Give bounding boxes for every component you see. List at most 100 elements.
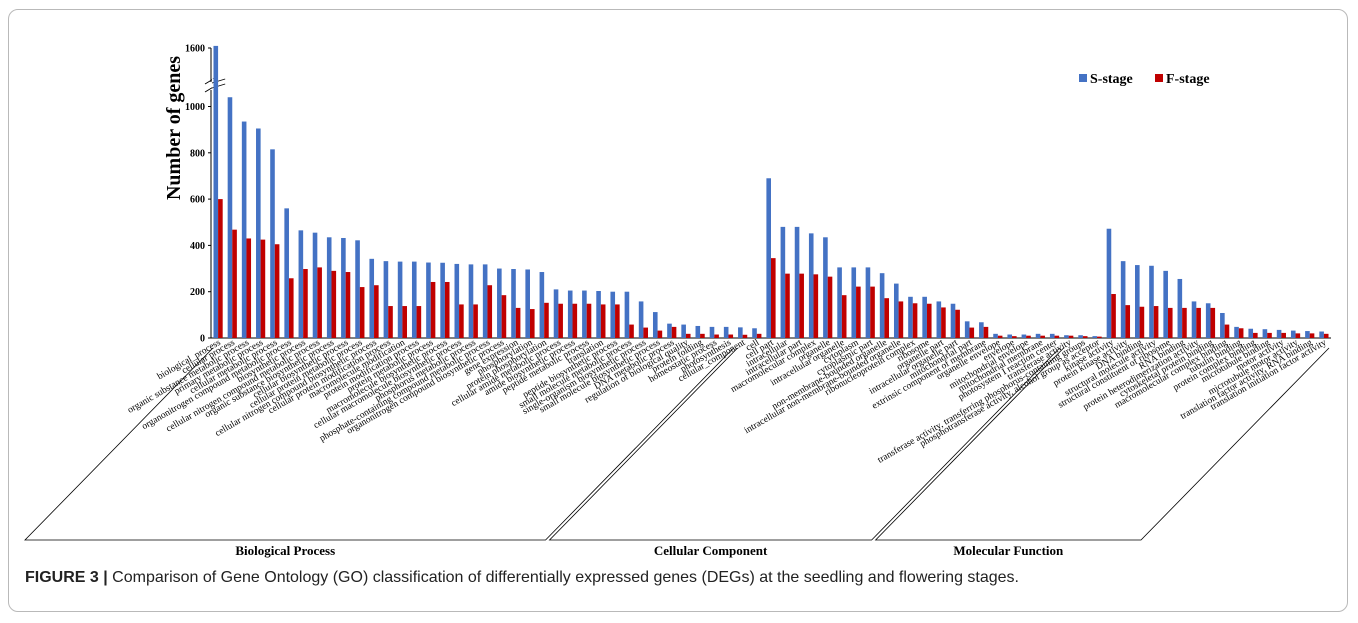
group-brackets: Biological Process Cellular Component Mole… bbox=[24, 347, 1330, 558]
bar-f-stage bbox=[870, 286, 875, 338]
bar-f-stage bbox=[969, 327, 975, 338]
bar-f-stage bbox=[388, 306, 393, 338]
bar-s-stage bbox=[879, 273, 885, 338]
bar-f-stage bbox=[941, 307, 946, 338]
bar-s-stage bbox=[865, 267, 871, 338]
bar-s-stage bbox=[752, 328, 757, 338]
group-bracket bbox=[874, 347, 1330, 541]
bar-f-stage bbox=[331, 270, 337, 338]
bar-f-stage bbox=[799, 273, 804, 338]
bar-f-stage bbox=[997, 335, 1003, 338]
bar-s-stage bbox=[638, 301, 644, 338]
y-tick-label: 800 bbox=[190, 148, 205, 159]
bar-s-stage bbox=[610, 291, 616, 338]
bar-s-stage bbox=[1205, 303, 1211, 338]
bar-f-stage bbox=[700, 333, 705, 338]
bar-s-stage bbox=[1319, 331, 1324, 338]
bar-s-stage bbox=[823, 237, 828, 338]
bar-s-stage bbox=[936, 301, 942, 338]
bar-f-stage bbox=[1111, 294, 1116, 338]
bar-f-stage bbox=[260, 239, 266, 338]
bar-s-stage bbox=[964, 321, 970, 338]
bar-f-stage bbox=[359, 287, 365, 338]
bar-s-stage bbox=[766, 178, 771, 338]
bar-s-stage bbox=[1007, 334, 1013, 338]
bar-f-stage bbox=[1054, 335, 1060, 338]
bar-s-stage bbox=[837, 267, 842, 338]
bar-s-stage bbox=[511, 269, 516, 338]
bar-s-stage bbox=[355, 240, 360, 338]
bar-f-stage bbox=[756, 333, 762, 338]
legend-label-s-stage: S-stage bbox=[1090, 72, 1133, 87]
bar-f-stage bbox=[955, 309, 960, 338]
bar-f-stage bbox=[1068, 335, 1074, 338]
figure-caption: FIGURE 3 | Comparison of Gene Ontology (… bbox=[25, 569, 1335, 587]
bar-f-stage bbox=[856, 286, 861, 338]
y-tick-label: 600 bbox=[190, 195, 205, 206]
bar-s-stage bbox=[1149, 265, 1154, 338]
bar-s-stage bbox=[497, 268, 502, 338]
bar-f-stage bbox=[884, 298, 890, 338]
bar-s-stage bbox=[525, 269, 530, 338]
bar-s-stage bbox=[213, 45, 219, 339]
bar-f-stage bbox=[1026, 335, 1031, 338]
bar-s-stage bbox=[241, 121, 247, 338]
bar-s-stage bbox=[1092, 336, 1098, 338]
legend: S-stage F-stage bbox=[1079, 72, 1210, 87]
bar-f-stage bbox=[600, 304, 606, 338]
bar-s-stage bbox=[1248, 328, 1254, 338]
bar-s-stage bbox=[1191, 301, 1197, 338]
bar-f-stage bbox=[558, 303, 563, 338]
bar-s-stage bbox=[539, 272, 545, 338]
bar-f-stage bbox=[1012, 336, 1017, 338]
bar-f-stage bbox=[529, 309, 535, 338]
group-label: Biological Process bbox=[235, 543, 335, 558]
bar-f-stage bbox=[728, 334, 734, 338]
bar-s-stage bbox=[893, 283, 899, 338]
bar-s-stage bbox=[298, 230, 304, 338]
bar-s-stage bbox=[1305, 331, 1310, 338]
bar-f-stage bbox=[1040, 335, 1045, 338]
y-tick-label: 1000 bbox=[185, 102, 205, 113]
bar-s-stage bbox=[284, 208, 289, 338]
bar-s-stage bbox=[1120, 261, 1126, 338]
bar-f-stage bbox=[1097, 336, 1102, 338]
bar-f-stage bbox=[1224, 324, 1230, 338]
bar-s-stage bbox=[1035, 333, 1041, 338]
bar-f-stage bbox=[643, 327, 649, 338]
bar-s-stage bbox=[227, 97, 233, 339]
bar-f-stage bbox=[444, 281, 450, 338]
bar-s-stage bbox=[1220, 312, 1225, 338]
bar-s-stage bbox=[426, 262, 431, 338]
bar-f-stage bbox=[515, 307, 521, 338]
bar-f-stage bbox=[459, 304, 464, 338]
bar-f-stage bbox=[671, 326, 677, 338]
bar-s-stage bbox=[1290, 330, 1296, 338]
bar-f-stage bbox=[615, 304, 620, 338]
bar-f-stage bbox=[345, 272, 351, 338]
bar-s-stage bbox=[681, 324, 686, 338]
bar-s-stage bbox=[1163, 270, 1168, 338]
bar-f-stage bbox=[1153, 306, 1159, 338]
bar-s-stage bbox=[468, 264, 474, 338]
bar-f-stage bbox=[1182, 307, 1187, 338]
bar-f-stage bbox=[288, 278, 294, 338]
bar-f-stage bbox=[1323, 333, 1329, 338]
bar-f-stage bbox=[572, 303, 578, 338]
bar-f-stage bbox=[1196, 307, 1201, 338]
bar-f-stage bbox=[629, 324, 634, 338]
bar-f-stage bbox=[813, 274, 819, 338]
bar-s-stage bbox=[341, 237, 346, 338]
bar-f-stage bbox=[1238, 328, 1244, 338]
legend-swatch-s-stage bbox=[1079, 74, 1087, 82]
legend-swatch-f-stage bbox=[1155, 74, 1163, 82]
bar-s-stage bbox=[652, 312, 658, 338]
bar-f-stage bbox=[544, 302, 549, 338]
chart-bars bbox=[213, 45, 1329, 339]
bar-s-stage bbox=[440, 262, 445, 338]
bar-s-stage bbox=[326, 237, 332, 338]
bar-s-stage bbox=[1049, 333, 1055, 338]
bar-s-stage bbox=[780, 226, 786, 338]
bar-f-stage bbox=[657, 330, 663, 338]
